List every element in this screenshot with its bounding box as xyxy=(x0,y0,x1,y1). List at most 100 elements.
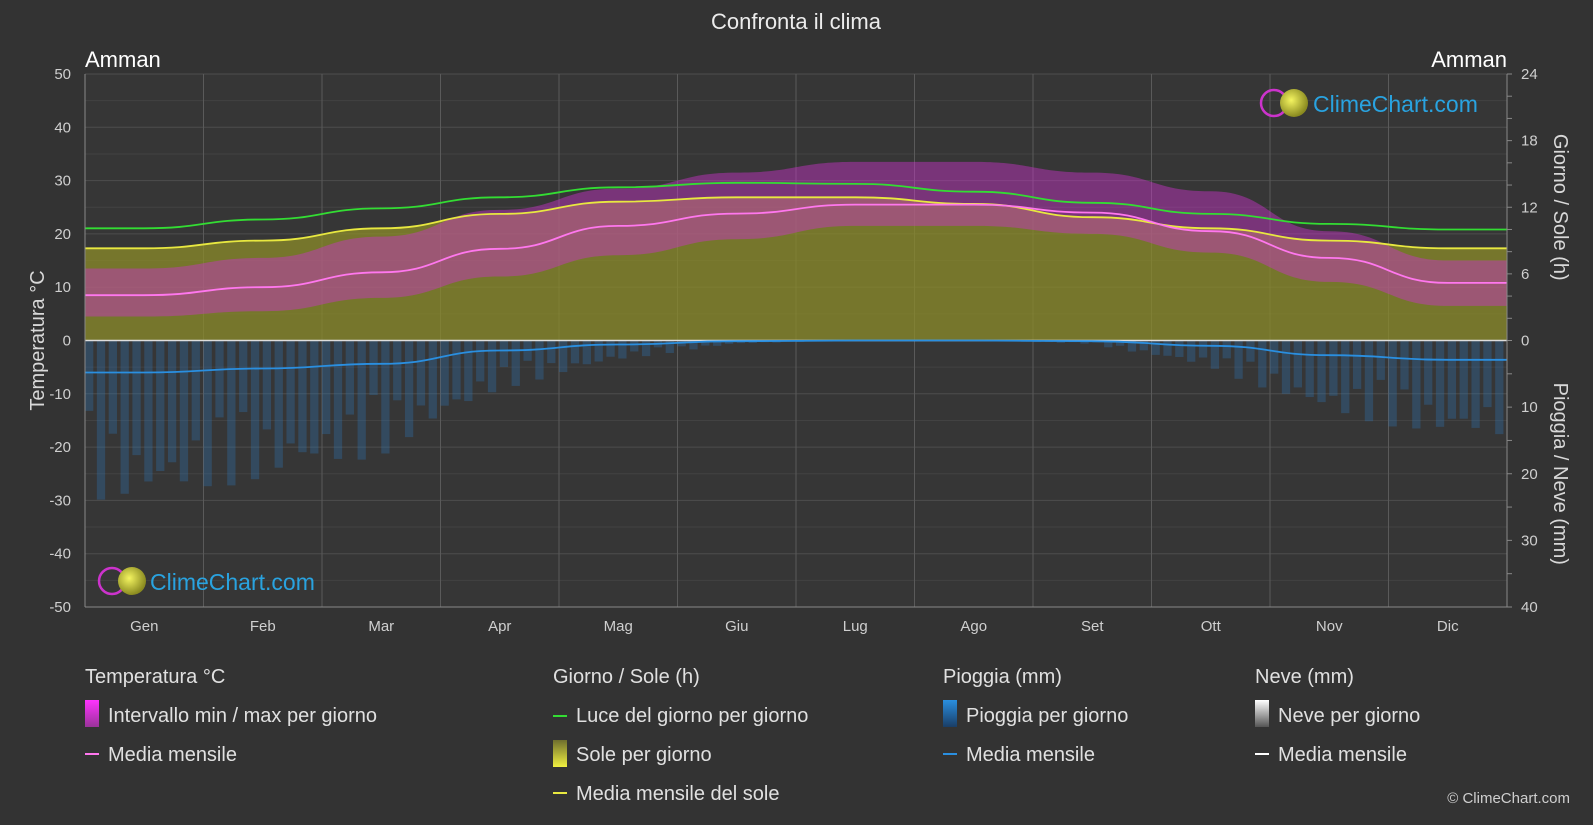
rain-day-bar xyxy=(85,340,94,411)
rain-day-bar xyxy=(1483,340,1492,408)
rain-day-bar xyxy=(393,340,402,401)
legend-sun: Giorno / Sole (h) Luce del giorno per gi… xyxy=(553,666,808,805)
rain-day-bar xyxy=(1388,340,1397,427)
month-label: Dic xyxy=(1437,618,1459,635)
rain-day-bar xyxy=(274,340,283,468)
rain-day-bar xyxy=(476,340,485,382)
axis-title-hours: Giorno / Sole (h) xyxy=(1549,134,1571,281)
month-label: Gen xyxy=(130,618,158,635)
legend-heading-temperature: Temperatura °C xyxy=(85,666,225,688)
month-label: Lug xyxy=(843,618,868,635)
legend-label-daylight: Luce del giorno per giorno xyxy=(576,705,808,727)
rain-day-bar xyxy=(1293,340,1302,388)
tick-label-temperature: 50 xyxy=(54,66,71,83)
rain-day-bar xyxy=(322,340,331,435)
tick-label-mm: 40 xyxy=(1521,599,1538,616)
legend-label-snow: Neve per giorno xyxy=(1278,705,1420,727)
tick-label-temperature: -20 xyxy=(49,439,71,456)
tick-label-temperature: -10 xyxy=(49,386,71,403)
rain-day-bar xyxy=(428,340,437,419)
rain-day-bar xyxy=(1187,340,1196,362)
rain-day-bar xyxy=(1329,340,1338,396)
rain-day-bar xyxy=(262,340,272,430)
month-label: Apr xyxy=(488,618,511,635)
logo-top: ClimeChart.com xyxy=(1259,88,1478,118)
tick-label-temperature: 10 xyxy=(54,279,71,296)
rain-day-bar xyxy=(1305,340,1314,398)
rain-day-bar xyxy=(1163,340,1172,356)
rain-day-bar xyxy=(179,340,189,482)
legend-rain: Pioggia (mm) Pioggia per giorno Media me… xyxy=(943,666,1128,766)
rain-day-bar xyxy=(701,340,710,346)
tick-label-hours: 12 xyxy=(1521,199,1538,216)
rain-day-bar xyxy=(618,340,627,359)
rain-day-bar xyxy=(570,340,580,364)
tick-label-hours: 24 xyxy=(1521,66,1538,83)
rain-day-bar xyxy=(310,340,319,454)
rain-day-bar xyxy=(547,340,556,364)
copyright: © ClimeChart.com xyxy=(1447,790,1570,807)
month-label: Giu xyxy=(725,618,748,635)
logo-text-bottom: ClimeChart.com xyxy=(150,569,315,595)
month-label: Ago xyxy=(960,618,987,635)
rain-day-bar xyxy=(298,340,307,453)
tick-label-mm: 10 xyxy=(1521,399,1538,416)
rain-day-bar xyxy=(1127,340,1137,352)
legend-temperature: Temperatura °C Intervallo min / max per … xyxy=(85,666,377,766)
rain-day-bar xyxy=(1270,340,1279,374)
legend-label-rain-avg: Media mensile xyxy=(966,744,1095,766)
rain-day-bar xyxy=(1412,340,1421,429)
rain-day-bar xyxy=(250,340,260,480)
logo-sun-icon xyxy=(118,567,146,595)
rain-day-bar xyxy=(464,340,473,402)
rain-day-bar xyxy=(1210,340,1220,369)
legend-label-temp-range: Intervallo min / max per giorno xyxy=(108,705,377,727)
legend-snow: Neve (mm) Neve per giorno Media mensile xyxy=(1255,666,1420,766)
rain-day-bar xyxy=(1400,340,1409,390)
rain-day-bar xyxy=(369,340,378,395)
rain-day-bar xyxy=(381,340,390,454)
rain-day-bar xyxy=(641,340,651,357)
chart-title: Confronta il clima xyxy=(711,9,882,34)
legend-label-sunshine: Sole per giorno xyxy=(576,744,712,766)
tick-label-temperature: 0 xyxy=(63,333,71,350)
rain-day-bar xyxy=(1115,340,1125,346)
rain-day-bar xyxy=(144,340,153,482)
rain-day-bar xyxy=(227,340,236,486)
axis-title-mm: Pioggia / Neve (mm) xyxy=(1549,383,1571,565)
rain-day-bar xyxy=(559,340,568,373)
rain-day-bar xyxy=(1459,340,1468,419)
rain-day-bar xyxy=(167,340,177,463)
logo-text-top: ClimeChart.com xyxy=(1313,91,1478,117)
rain-day-bar xyxy=(156,340,165,472)
rain-day-bar xyxy=(108,340,117,434)
tick-label-temperature: 20 xyxy=(54,226,71,243)
logo-bottom: ClimeChart.com xyxy=(97,566,315,596)
tick-label-mm: 20 xyxy=(1521,466,1538,483)
legend-label-temp-avg: Media mensile xyxy=(108,744,237,766)
tick-label-temperature: -40 xyxy=(49,546,71,563)
logo-sun-icon xyxy=(1280,89,1308,117)
rain-day-bar xyxy=(1364,340,1374,422)
rain-day-bar xyxy=(582,340,591,365)
rain-day-bar xyxy=(1376,340,1385,380)
axis-title-temperature: Temperatura °C xyxy=(27,270,49,410)
rain-day-bar xyxy=(713,340,722,346)
rain-day-bar xyxy=(440,340,449,406)
rain-day-bar xyxy=(333,340,343,459)
legend: Temperatura °C Intervallo min / max per … xyxy=(85,666,1420,805)
tick-label-temperature: -30 xyxy=(49,492,71,509)
daylight-line xyxy=(84,181,1507,231)
legend-label-snow-avg: Media mensile xyxy=(1278,744,1407,766)
rain-day-bar xyxy=(1175,340,1184,357)
rain-day-bar xyxy=(665,340,674,353)
month-label: Feb xyxy=(250,618,276,635)
legend-heading-rain: Pioggia (mm) xyxy=(943,666,1062,688)
legend-swatch-sunshine xyxy=(553,740,567,767)
tick-label-hours: 0 xyxy=(1521,333,1529,350)
city-label-left: Amman xyxy=(85,47,161,72)
temperature-range-band xyxy=(85,161,1507,317)
legend-swatch-rain xyxy=(943,700,957,727)
sunshine-area xyxy=(85,197,1507,341)
